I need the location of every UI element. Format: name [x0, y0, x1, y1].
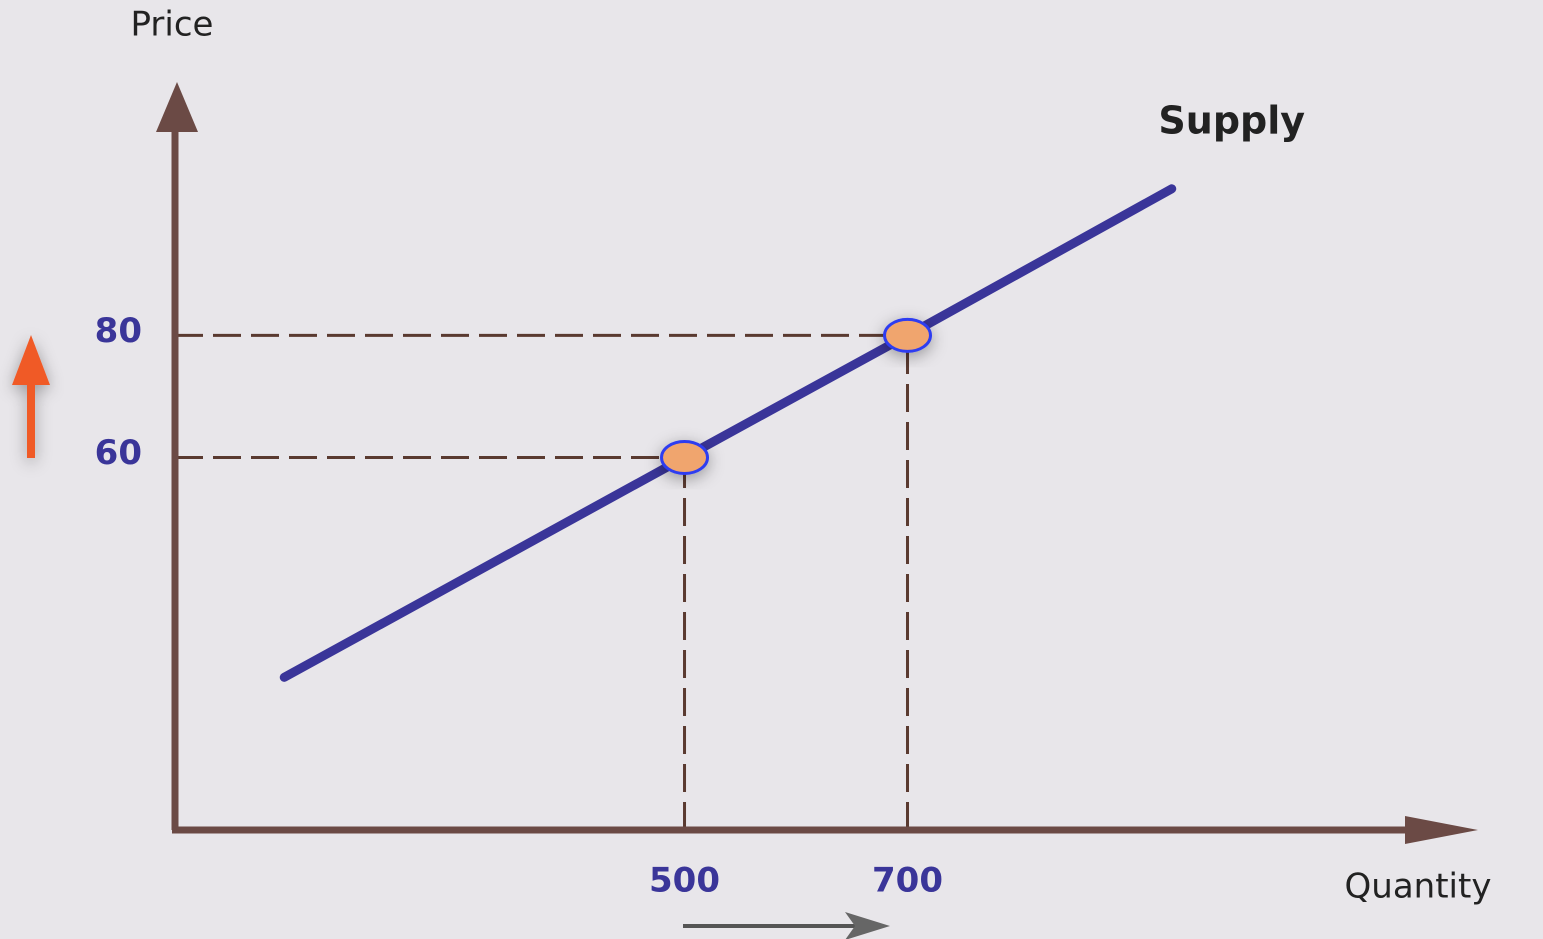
y-tick-label: 80 [95, 311, 142, 351]
price-arrow [12, 335, 50, 458]
guides [175, 333, 910, 830]
point-marker [883, 317, 933, 353]
x-axis-arrow [1405, 816, 1478, 844]
series-label: Supply [1158, 98, 1305, 142]
y-tick-label: 60 [95, 433, 142, 473]
x-axis-label: Quantity [1345, 867, 1492, 907]
x-tick-label: 700 [872, 861, 943, 901]
quantity-arrow [683, 912, 890, 939]
x-tick-label: 500 [649, 861, 720, 901]
supply-line [279, 184, 1177, 682]
y-axis-arrow [156, 82, 198, 132]
point-marker [660, 440, 710, 475]
y-axis-label: Price [131, 5, 214, 45]
